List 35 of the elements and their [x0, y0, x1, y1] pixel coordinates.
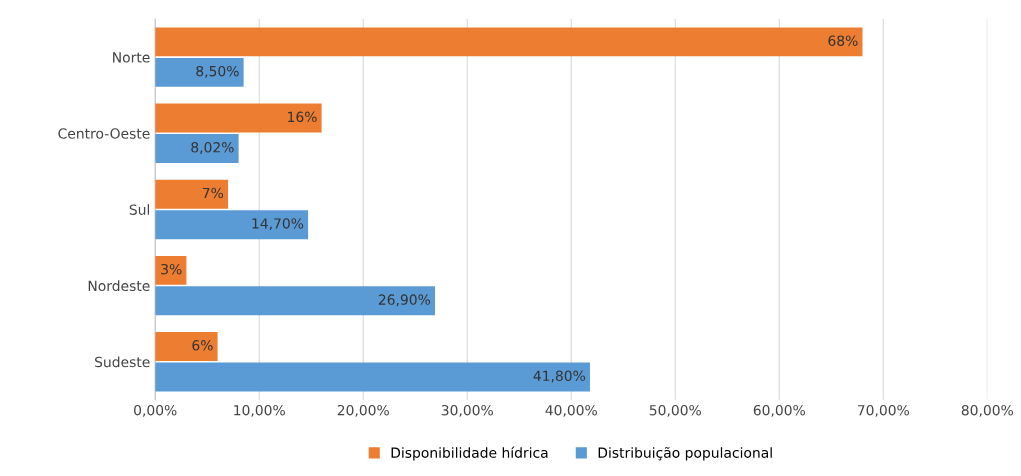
data-label: 3%	[161, 263, 182, 275]
bar	[155, 57, 244, 87]
bar	[155, 134, 239, 163]
bar	[155, 210, 309, 240]
data-label: 16%	[288, 111, 317, 123]
x-tick-label: 10,00%	[234, 404, 285, 417]
x-tick-label: 80,00%	[961, 404, 1014, 417]
y-tick-label: Centro-Oeste	[58, 128, 150, 139]
x-tick-label: 60,00%	[753, 404, 805, 417]
bar	[155, 179, 228, 209]
x-tick-label: 20,00%	[337, 404, 389, 417]
y-tick-label: Sul	[129, 204, 150, 215]
legend-label: Distribuição populacional	[598, 446, 772, 461]
y-tick-label: Norte	[113, 52, 150, 63]
x-tick-label: 0,00%	[134, 404, 177, 417]
x-tick-label: 40,00%	[545, 404, 597, 417]
bar	[155, 286, 435, 316]
y-tick-label: Sudeste	[95, 356, 150, 368]
bar	[155, 103, 322, 133]
data-label: 41,80%	[533, 370, 586, 383]
data-label: 26,90%	[378, 294, 431, 307]
legend-label: Disponibilidade hídrica	[391, 446, 548, 461]
y-tick-label: Nordeste	[88, 280, 150, 292]
bar	[155, 27, 863, 57]
bar	[155, 362, 590, 392]
data-label: 6%	[192, 340, 213, 351]
bar	[155, 332, 218, 361]
data-label: 8,50%	[196, 65, 239, 78]
data-label: 7%	[202, 187, 224, 199]
x-tick-label: 50,00%	[649, 404, 701, 417]
x-tick-label: 30,00%	[441, 404, 493, 417]
data-label: 68%	[828, 35, 858, 46]
data-label: 8,02%	[191, 142, 234, 154]
x-tick-label: 70,00%	[857, 404, 910, 417]
data-label: 14,70%	[252, 218, 304, 231]
